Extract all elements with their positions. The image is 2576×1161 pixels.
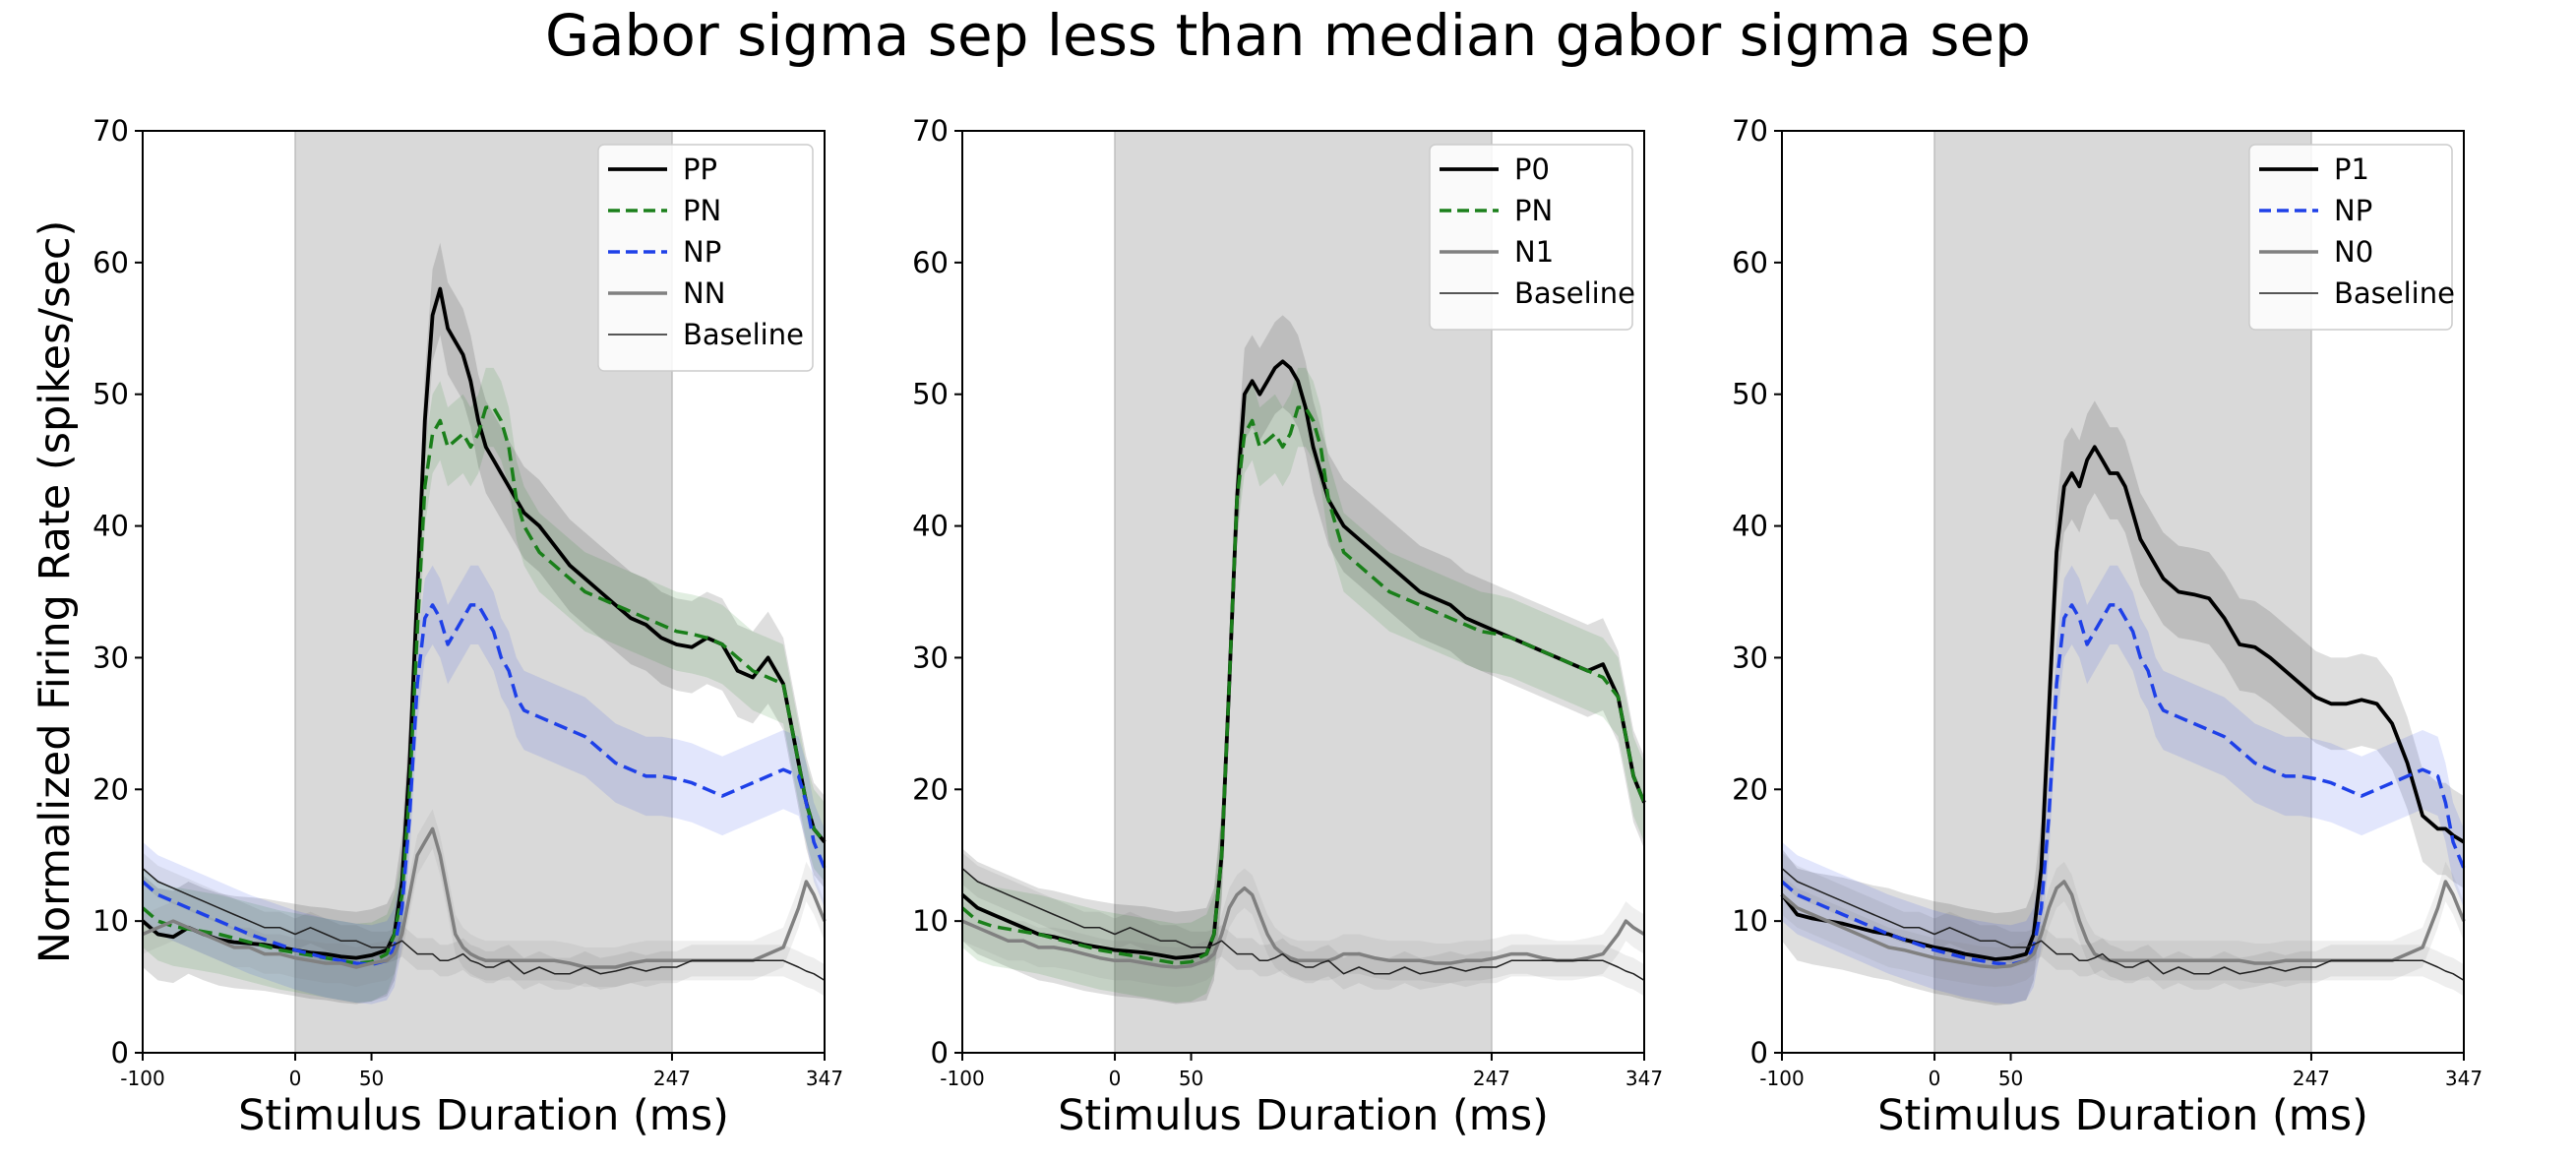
series-line-baseline bbox=[961, 868, 1645, 982]
y-tick-label: 0 bbox=[931, 1036, 949, 1069]
legend-label-np: NP bbox=[683, 235, 721, 269]
y-tick-label: 0 bbox=[111, 1036, 129, 1069]
stimulus-shaded-region bbox=[1115, 131, 1492, 1053]
legend-frame bbox=[2248, 144, 2453, 331]
figure-title: Gabor sigma sep less than median gabor s… bbox=[545, 2, 2031, 69]
x-tick-label: 247 bbox=[1473, 1067, 1510, 1090]
series-line-np bbox=[1780, 603, 2466, 967]
legend-frame bbox=[1429, 144, 1633, 331]
series-line-pn bbox=[960, 405, 1646, 965]
series-band-np bbox=[143, 565, 825, 1005]
y-tick-label: 50 bbox=[1732, 378, 1768, 411]
series-band-pn bbox=[962, 367, 1644, 1004]
y-tick-label: 20 bbox=[1732, 772, 1768, 806]
legend-label-n1: N1 bbox=[1514, 235, 1554, 269]
x-tick-label: 0 bbox=[289, 1067, 302, 1090]
x-tick-label: 50 bbox=[1179, 1067, 1203, 1090]
x-tick-label: 247 bbox=[653, 1067, 691, 1090]
y-tick-label: 60 bbox=[912, 246, 949, 279]
legend-label-np: NP bbox=[2334, 194, 2372, 227]
series-band-pn bbox=[143, 367, 825, 1004]
y-tick-label: 40 bbox=[92, 510, 129, 543]
x-tick-label: 50 bbox=[1998, 1067, 2023, 1090]
legend-label-nn: NN bbox=[683, 276, 725, 310]
x-tick-label: 247 bbox=[2293, 1067, 2330, 1090]
x-tick-label: 50 bbox=[359, 1067, 384, 1090]
y-tick-label: 20 bbox=[912, 772, 949, 806]
x-tick-label: -100 bbox=[1759, 1067, 1804, 1090]
x-tick-label: 347 bbox=[1625, 1067, 1663, 1090]
axes-frame bbox=[142, 130, 826, 1054]
y-axis-label: Normalized Firing Rate (spikes/sec) bbox=[31, 220, 80, 964]
series-line-n1 bbox=[961, 886, 1645, 969]
legend-label-baseline: Baseline bbox=[1514, 276, 1635, 310]
legend-frame bbox=[597, 144, 814, 372]
y-tick-label: 30 bbox=[92, 641, 129, 674]
x-axis-label: Stimulus Duration (ms) bbox=[1877, 1091, 2368, 1140]
legend: PP PN NP NN Baseline bbox=[597, 144, 814, 372]
y-tick-label: 50 bbox=[92, 378, 129, 411]
x-tick-label: 347 bbox=[2445, 1067, 2483, 1090]
series-line-np bbox=[141, 603, 827, 967]
y-tick-label: 40 bbox=[912, 510, 949, 543]
legend-label-pn: PN bbox=[1514, 194, 1553, 227]
series-line-baseline bbox=[1781, 868, 2465, 982]
y-tick-label: 0 bbox=[1750, 1036, 1768, 1069]
series-line-pn bbox=[141, 405, 827, 965]
legend-label-n0: N0 bbox=[2334, 235, 2373, 269]
series-line-baseline bbox=[142, 868, 826, 982]
y-tick-label: 70 bbox=[92, 114, 129, 148]
series-band-np bbox=[1782, 565, 2464, 1005]
x-tick-label: -100 bbox=[940, 1067, 984, 1090]
series-band-p0 bbox=[962, 315, 1644, 1005]
x-axis-label: Stimulus Duration (ms) bbox=[1058, 1091, 1549, 1140]
y-tick-label: 40 bbox=[1732, 510, 1768, 543]
x-tick-label: 347 bbox=[806, 1067, 843, 1090]
legend-label-baseline: Baseline bbox=[2334, 276, 2455, 310]
legend-label-pp: PP bbox=[683, 153, 717, 186]
legend: P0 PN N1 Baseline bbox=[1429, 144, 1635, 331]
series-band-nn bbox=[143, 809, 825, 988]
y-tick-label: 30 bbox=[912, 641, 949, 674]
x-tick-label: 0 bbox=[1929, 1067, 1941, 1090]
legend: P1 NP N0 Baseline bbox=[2248, 144, 2455, 331]
y-tick-label: 20 bbox=[92, 772, 129, 806]
x-tick-label: -100 bbox=[120, 1067, 164, 1090]
y-tick-label: 30 bbox=[1732, 641, 1768, 674]
y-tick-label: 60 bbox=[1732, 246, 1768, 279]
series-line-pp bbox=[141, 286, 827, 960]
series-band-pp bbox=[143, 242, 825, 1005]
y-tick-label: 70 bbox=[1732, 114, 1768, 148]
y-tick-label: 10 bbox=[1732, 904, 1768, 938]
stimulus-shaded-region bbox=[1934, 131, 2311, 1053]
axes-frame bbox=[961, 130, 1645, 1054]
series-band-n1 bbox=[962, 868, 1644, 988]
legend-label-p0: P0 bbox=[1514, 153, 1550, 186]
legend-label-baseline: Baseline bbox=[683, 318, 804, 351]
y-tick-label: 70 bbox=[912, 114, 949, 148]
y-tick-label: 10 bbox=[912, 904, 949, 938]
y-tick-label: 50 bbox=[912, 378, 949, 411]
y-tick-label: 10 bbox=[92, 904, 129, 938]
legend-label-pn: PN bbox=[683, 194, 721, 227]
y-tick-label: 60 bbox=[92, 246, 129, 279]
legend-label-p1: P1 bbox=[2334, 153, 2369, 186]
x-tick-label: 0 bbox=[1109, 1067, 1122, 1090]
x-axis-label: Stimulus Duration (ms) bbox=[238, 1091, 729, 1140]
axes-frame bbox=[1781, 130, 2465, 1054]
